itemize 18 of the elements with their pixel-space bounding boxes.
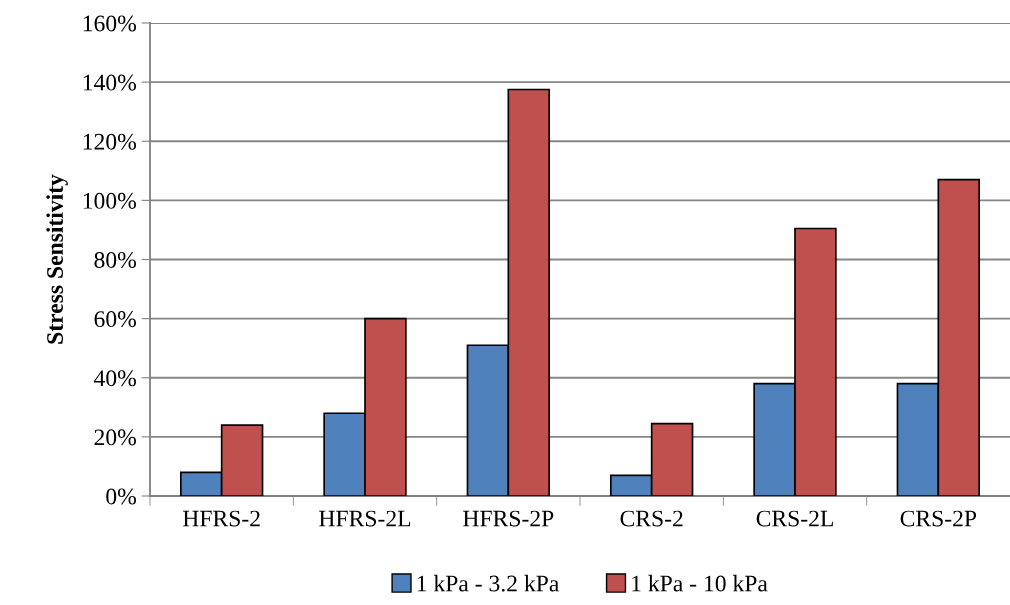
x-tick-label: CRS-2P (900, 510, 977, 527)
y-tick-label: 0% (106, 488, 136, 505)
y-tick-label: 20% (94, 429, 136, 446)
y-tick-label: 40% (93, 370, 136, 387)
y-tick-label: 60% (94, 311, 136, 328)
x-tick-label: CRS-2 (620, 510, 683, 527)
legend-label: 1 kPa - 10 kPa (632, 574, 768, 592)
y-tick-label: 140% (83, 74, 136, 91)
x-tick-label: HFRS-2 (182, 510, 260, 527)
y-axis-title: Stress Sensitivity (46, 174, 68, 344)
y-tick-label: 120% (83, 133, 136, 150)
y-tick-label: 160% (83, 15, 136, 32)
legend-label: 1 kPa - 3.2 kPa (417, 574, 560, 592)
x-tick-label: HFRS-2P (463, 510, 554, 527)
x-tick-label: CRS-2L (756, 510, 833, 527)
x-tick-label: HFRS-2L (319, 510, 411, 527)
y-tick-label: 80% (94, 251, 136, 268)
y-tick-label: 100% (83, 192, 136, 209)
